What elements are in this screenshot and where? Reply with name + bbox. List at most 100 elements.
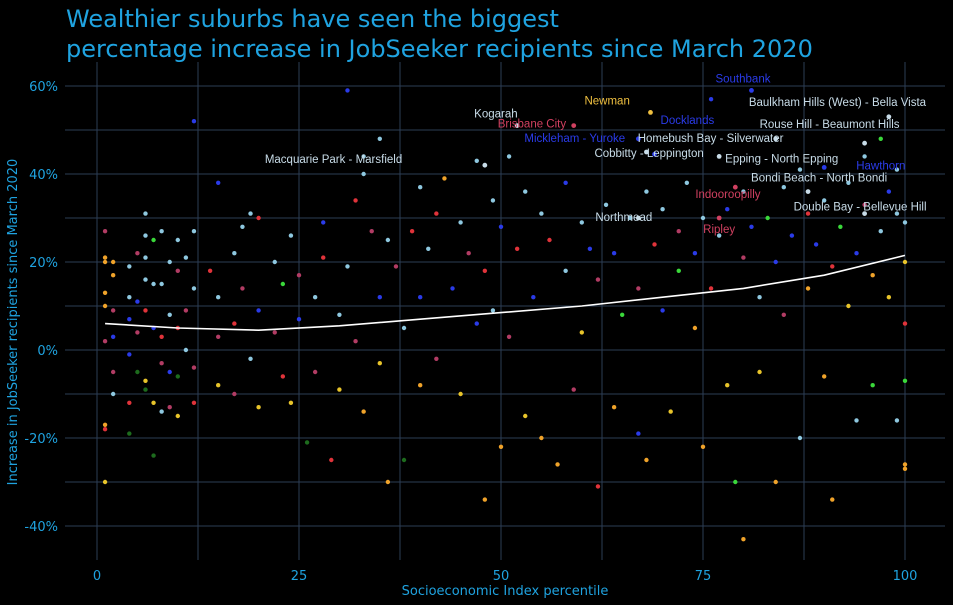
- data-point: [700, 215, 706, 221]
- data-point: [692, 251, 698, 256]
- data-point: [434, 211, 439, 216]
- labeled-point: [862, 211, 867, 217]
- data-point: [434, 356, 439, 361]
- data-point: [280, 374, 286, 379]
- data-point: [127, 431, 132, 436]
- data-point: [143, 387, 148, 392]
- data-point: [595, 277, 601, 282]
- data-point: [708, 286, 714, 291]
- data-point: [312, 369, 318, 375]
- data-point: [595, 484, 601, 489]
- data-point: [870, 273, 875, 278]
- data-point: [902, 259, 908, 265]
- x-axis-label: Socioeconomic Index percentile: [402, 584, 609, 599]
- data-point: [175, 374, 180, 379]
- data-point: [288, 233, 294, 238]
- data-point: [183, 347, 189, 353]
- point-label: Northmead: [595, 212, 652, 224]
- data-point: [127, 317, 132, 322]
- data-point: [353, 198, 358, 203]
- data-point: [337, 312, 342, 317]
- data-point: [822, 198, 827, 203]
- data-point: [870, 383, 875, 388]
- labeled-point: [821, 165, 827, 170]
- data-point: [409, 229, 415, 234]
- data-point: [830, 497, 835, 502]
- data-point: [102, 479, 108, 485]
- data-point: [240, 286, 245, 291]
- data-point: [143, 255, 148, 260]
- point-label: Bondi Beach - North Bondi: [751, 173, 887, 185]
- labeled-point: [514, 123, 520, 128]
- data-point: [159, 361, 164, 366]
- point-label: Indooroopilly: [695, 189, 760, 201]
- data-point: [102, 259, 108, 265]
- trend-line: [105, 254, 906, 332]
- data-point: [636, 431, 641, 436]
- point-label: Ripley: [703, 224, 735, 236]
- data-point: [377, 361, 382, 366]
- data-point: [102, 339, 108, 344]
- data-point: [636, 286, 641, 291]
- y-tick-label: 20%: [29, 256, 58, 271]
- point-label: Cobbitty - Leppington: [594, 148, 703, 160]
- data-point: [232, 321, 237, 326]
- data-point: [773, 479, 778, 485]
- data-point: [151, 281, 156, 287]
- labeled-point: [635, 215, 641, 221]
- data-point: [312, 295, 318, 300]
- point-label: Kogarah: [474, 109, 517, 121]
- data-point: [490, 308, 496, 313]
- data-point: [102, 255, 108, 260]
- points: [102, 88, 908, 542]
- data-point: [458, 220, 463, 225]
- data-point: [660, 207, 665, 212]
- data-point: [523, 189, 528, 194]
- data-point: [450, 286, 455, 291]
- data-point: [603, 202, 609, 207]
- data-point: [620, 312, 625, 317]
- point-label: Baulkham Hills (West) - Bella Vista: [749, 97, 927, 109]
- y-tick-label: 60%: [29, 80, 58, 95]
- data-point: [902, 321, 908, 326]
- data-point: [385, 479, 391, 485]
- data-point: [127, 264, 132, 269]
- y-tick-label: -20%: [24, 432, 58, 447]
- data-point: [377, 136, 382, 141]
- data-point: [143, 378, 148, 383]
- data-point: [579, 220, 584, 225]
- data-point: [418, 295, 423, 300]
- data-point: [102, 303, 108, 309]
- data-point: [143, 233, 148, 238]
- data-point: [846, 180, 851, 185]
- data-point: [878, 136, 883, 141]
- labeled-point: [482, 162, 488, 168]
- axis-ticks: 0 25 50 75 100 60% 40% 20% 0% -20% -40%: [24, 80, 917, 584]
- data-point: [216, 334, 221, 339]
- data-point: [741, 537, 746, 542]
- data-point: [531, 295, 536, 300]
- data-point: [102, 229, 108, 234]
- data-point: [894, 211, 900, 216]
- data-point: [539, 435, 544, 441]
- point-label: Docklands: [661, 115, 715, 127]
- data-point: [725, 207, 730, 212]
- data-point: [143, 211, 148, 216]
- data-point: [102, 422, 108, 427]
- data-point: [426, 246, 431, 251]
- data-point: [151, 237, 156, 243]
- data-point: [587, 246, 593, 251]
- data-point: [628, 215, 633, 221]
- data-point: [175, 413, 180, 419]
- data-point: [506, 334, 512, 339]
- data-point: [321, 255, 326, 260]
- data-point: [110, 273, 116, 278]
- data-point: [490, 198, 496, 203]
- labeled-point: [652, 151, 657, 157]
- data-point: [175, 268, 180, 273]
- data-point: [110, 334, 116, 339]
- grid: [65, 62, 945, 560]
- data-point: [902, 466, 908, 471]
- data-point: [482, 268, 488, 273]
